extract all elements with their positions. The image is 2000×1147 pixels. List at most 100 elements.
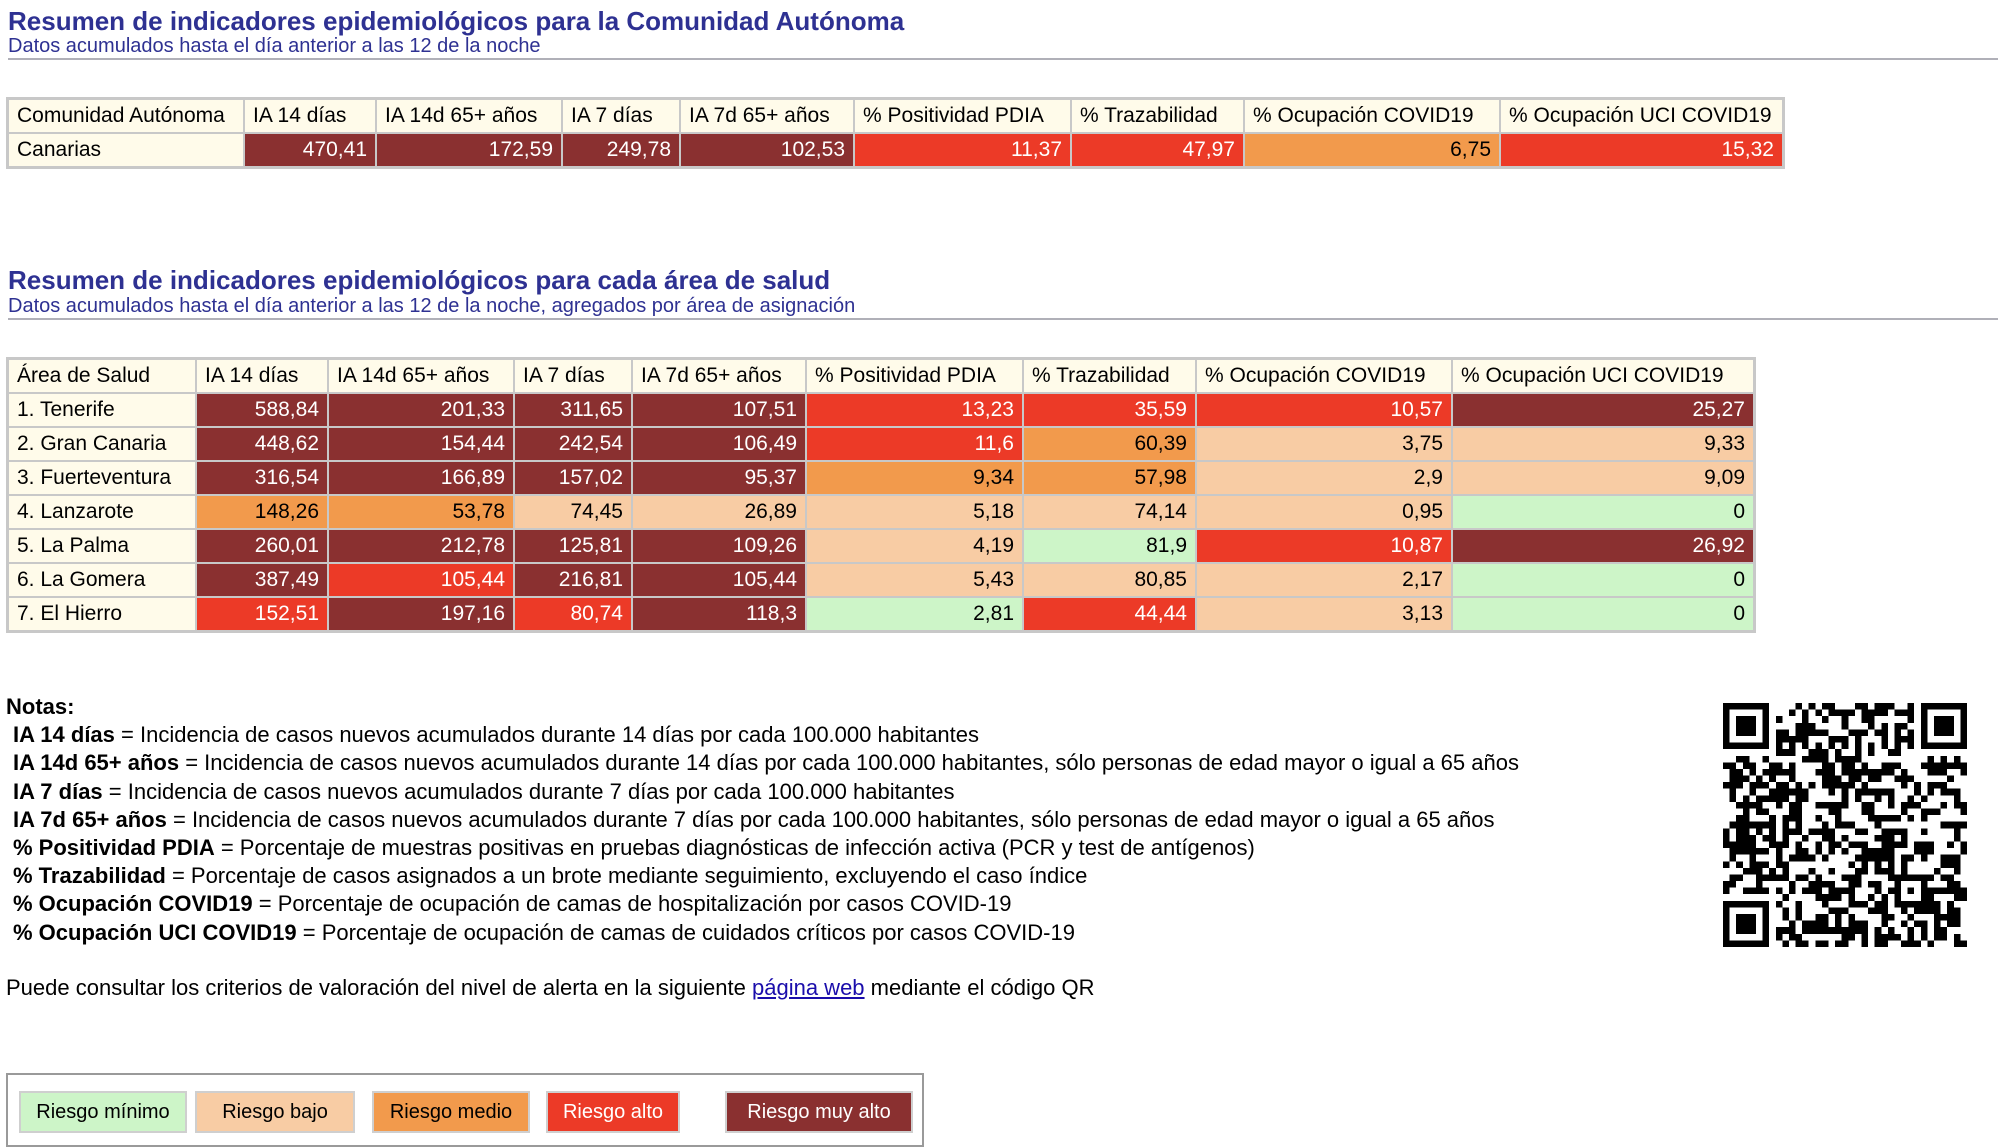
indicator-cell: 118,3 bbox=[631, 596, 807, 633]
indicator-cell: 81,9 bbox=[1022, 528, 1197, 564]
row-name: 7. El Hierro bbox=[6, 596, 197, 633]
section1-subtitle: Datos acumulados hasta el día anterior a… bbox=[8, 35, 541, 57]
indicator-cell: 216,81 bbox=[513, 562, 633, 598]
note-description: = Incidencia de casos nuevos acumulados … bbox=[102, 778, 955, 804]
indicator-cell: 0,95 bbox=[1195, 494, 1453, 530]
row-name: 5. La Palma bbox=[6, 528, 197, 564]
indicator-cell: 260,01 bbox=[195, 528, 329, 564]
column-header: IA 14 días bbox=[243, 97, 377, 134]
section1-divider bbox=[8, 58, 1998, 60]
indicator-cell: 9,33 bbox=[1451, 426, 1756, 462]
indicator-cell: 74,45 bbox=[513, 494, 633, 530]
indicator-cell: 154,44 bbox=[327, 426, 515, 462]
notes-section: Notas: IA 14 días = Incidencia de casos … bbox=[6, 693, 1519, 947]
indicator-cell: 148,26 bbox=[195, 494, 329, 530]
table-row: 6. La Gomera 387,49 105,44 216,81 105,44 5,43… bbox=[6, 562, 1756, 598]
indicator-cell: 152,51 bbox=[195, 596, 329, 633]
note-item: IA 7d 65+ años = Incidencia de casos nue… bbox=[6, 806, 1519, 834]
column-header: IA 14d 65+ años bbox=[327, 357, 515, 394]
indicator-cell: 316,54 bbox=[195, 460, 329, 496]
indicator-cell: 107,51 bbox=[631, 392, 807, 428]
indicator-cell: 80,74 bbox=[513, 596, 633, 633]
indicator-cell: 105,44 bbox=[327, 562, 515, 598]
indicator-cell: 249,78 bbox=[561, 132, 681, 169]
indicator-cell: 10,57 bbox=[1195, 392, 1453, 428]
legend-item-alto: Riesgo alto bbox=[546, 1091, 680, 1133]
note-item: % Trazabilidad = Porcentaje de casos asi… bbox=[6, 862, 1519, 890]
row-name: 2. Gran Canaria bbox=[6, 426, 197, 462]
section2-title: Resumen de indicadores epidemiológicos p… bbox=[8, 265, 831, 295]
indicator-cell: 44,44 bbox=[1022, 596, 1197, 633]
indicator-cell: 172,59 bbox=[375, 132, 563, 169]
notes-heading: Notas: bbox=[6, 694, 75, 719]
indicator-cell: 0 bbox=[1451, 596, 1756, 633]
note-term: IA 7 días bbox=[13, 778, 103, 804]
column-header: IA 7 días bbox=[513, 357, 633, 394]
indicator-cell: 57,98 bbox=[1022, 460, 1197, 496]
indicator-cell: 3,13 bbox=[1195, 596, 1453, 633]
table-header-row: Comunidad Autónoma IA 14 días IA 14d 65+ a… bbox=[6, 97, 1785, 134]
indicator-cell: 102,53 bbox=[679, 132, 855, 169]
indicator-cell: 387,49 bbox=[195, 562, 329, 598]
row-name: 3. Fuerteventura bbox=[6, 460, 197, 496]
indicator-cell: 74,14 bbox=[1022, 494, 1197, 530]
community-indicators-table: Comunidad Autónoma IA 14 días IA 14d 65+ a… bbox=[6, 97, 1785, 169]
table-header-row: Área de Salud IA 14 días IA 14d 65+ años IA… bbox=[6, 357, 1756, 394]
indicator-cell: 105,44 bbox=[631, 562, 807, 598]
indicator-cell: 201,33 bbox=[327, 392, 515, 428]
note-item: IA 14 días = Incidencia de casos nuevos … bbox=[6, 721, 1519, 749]
note-term: % Ocupación COVID19 bbox=[13, 891, 253, 917]
column-header: Comunidad Autónoma bbox=[6, 97, 245, 134]
note-description: = Incidencia de casos nuevos acumulados … bbox=[179, 750, 1519, 776]
risk-legend: Riesgo mínimo Riesgo bajo Riesgo medio Ries… bbox=[6, 1073, 924, 1147]
note-item: IA 14d 65+ años = Incidencia de casos nu… bbox=[6, 749, 1519, 777]
indicator-cell: 212,78 bbox=[327, 528, 515, 564]
indicator-cell: 4,19 bbox=[805, 528, 1024, 564]
indicator-cell: 5,43 bbox=[805, 562, 1024, 598]
criteria-web-link[interactable]: página web bbox=[752, 975, 865, 1000]
indicator-cell: 80,85 bbox=[1022, 562, 1197, 598]
table-row: 4. Lanzarote 148,26 53,78 74,45 26,89 5,18 74,… bbox=[6, 494, 1756, 530]
column-header: IA 14d 65+ años bbox=[375, 97, 563, 134]
indicator-cell: 0 bbox=[1451, 562, 1756, 598]
indicator-cell: 157,02 bbox=[513, 460, 633, 496]
note-item: % Positividad PDIA = Porcentaje de muest… bbox=[6, 834, 1519, 862]
indicator-cell: 311,65 bbox=[513, 392, 633, 428]
qr-code-icon[interactable] bbox=[1723, 703, 1967, 947]
note-description: = Incidencia de casos nuevos acumulados … bbox=[166, 806, 1495, 832]
row-name: 1. Tenerife bbox=[6, 392, 197, 428]
indicator-cell: 197,16 bbox=[327, 596, 515, 633]
column-header: % Ocupación COVID19 bbox=[1195, 357, 1453, 394]
column-header: % Trazabilidad bbox=[1022, 357, 1197, 394]
legend-item-min: Riesgo mínimo bbox=[19, 1091, 187, 1133]
criteria-sentence: Puede consultar los criterios de valorac… bbox=[6, 975, 1094, 1001]
section2-divider bbox=[8, 318, 1998, 320]
indicator-cell: 125,81 bbox=[513, 528, 633, 564]
indicator-cell: 2,9 bbox=[1195, 460, 1453, 496]
legend-item-med: Riesgo medio bbox=[372, 1091, 530, 1133]
column-header: % Trazabilidad bbox=[1070, 97, 1245, 134]
criteria-text-after: mediante el código QR bbox=[864, 975, 1095, 1000]
note-term: IA 14d 65+ años bbox=[13, 750, 180, 776]
indicator-cell: 0 bbox=[1451, 494, 1756, 530]
legend-item-bajo: Riesgo bajo bbox=[195, 1091, 355, 1133]
indicator-cell: 109,26 bbox=[631, 528, 807, 564]
note-description: = Porcentaje de muestras positivas en pr… bbox=[214, 835, 1255, 861]
row-name: 4. Lanzarote bbox=[6, 494, 197, 530]
indicator-cell: 242,54 bbox=[513, 426, 633, 462]
health-area-indicators-table: Área de Salud IA 14 días IA 14d 65+ años IA… bbox=[6, 357, 1756, 633]
table-row: 7. El Hierro 152,51 197,16 80,74 118,3 2,81 44… bbox=[6, 596, 1756, 633]
indicator-cell: 25,27 bbox=[1451, 392, 1756, 428]
note-term: % Ocupación UCI COVID19 bbox=[13, 919, 297, 945]
indicator-cell: 26,89 bbox=[631, 494, 807, 530]
indicator-cell: 588,84 bbox=[195, 392, 329, 428]
indicator-cell: 47,97 bbox=[1070, 132, 1245, 169]
note-description: = Porcentaje de ocupación de camas de ho… bbox=[252, 891, 1012, 917]
table-row: 3. Fuerteventura 316,54 166,89 157,02 95,37 9… bbox=[6, 460, 1756, 496]
column-header: IA 14 días bbox=[195, 357, 329, 394]
column-header: IA 7 días bbox=[561, 97, 681, 134]
indicator-cell: 470,41 bbox=[243, 132, 377, 169]
indicator-cell: 9,34 bbox=[805, 460, 1024, 496]
note-item: % Ocupación UCI COVID19 = Porcentaje de … bbox=[6, 919, 1519, 947]
indicator-cell: 53,78 bbox=[327, 494, 515, 530]
